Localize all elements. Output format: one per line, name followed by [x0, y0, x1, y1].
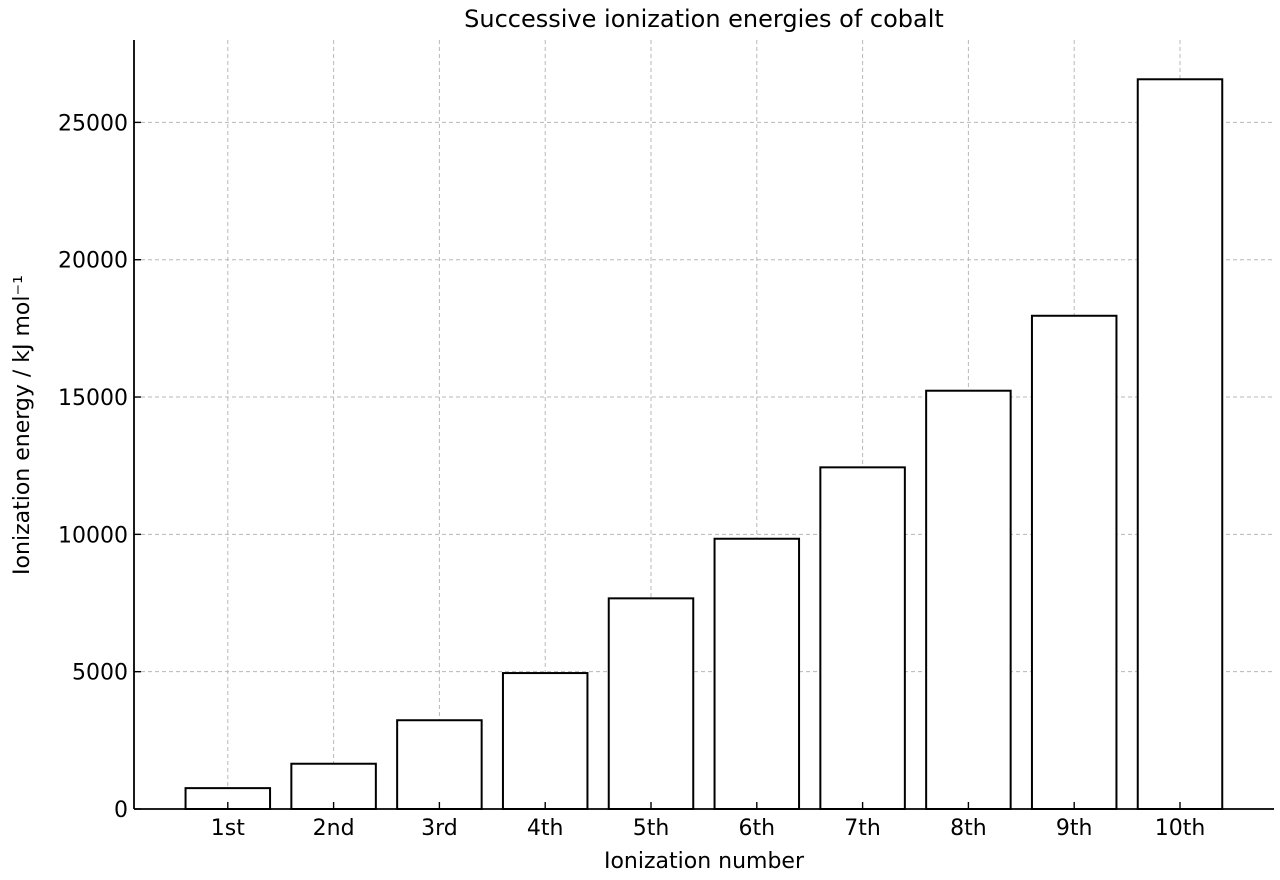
- y-tick-label: 10000: [58, 523, 128, 548]
- bar-4th: [501, 672, 589, 810]
- y-tick-label: 25000: [58, 111, 128, 136]
- bar-5th: [607, 597, 695, 811]
- bar-3rd: [396, 719, 483, 810]
- bar-8th: [925, 389, 1012, 810]
- bar-9th: [1030, 314, 1118, 810]
- axes-layer: [133, 40, 1274, 810]
- y-axis-label: Ionization energy / kJ mol⁻¹: [10, 275, 35, 575]
- x-tick-label: 9th: [1056, 816, 1093, 841]
- y-ticks: 0 5000 10000 15000 20000 25000: [58, 111, 141, 823]
- bars-layer: [184, 78, 1224, 811]
- chart-title: Successive ionization energies of cobalt: [464, 5, 944, 33]
- x-tick-label: 10th: [1155, 816, 1206, 841]
- bar-10th: [1136, 78, 1224, 810]
- x-ticks: 1st 2nd 3rd 4th 5th 6th 7th 8th 9th 10th: [211, 802, 1206, 841]
- x-tick-label: 2nd: [313, 816, 355, 841]
- x-tick-label: 4th: [527, 816, 564, 841]
- bar-7th: [819, 466, 906, 810]
- y-tick-label: 15000: [58, 386, 128, 411]
- x-tick-label: 3rd: [421, 816, 458, 841]
- x-axis-label: Ionization number: [604, 849, 805, 874]
- x-tick-label: 1st: [211, 816, 245, 841]
- x-tick-label: 5th: [633, 816, 670, 841]
- x-tick-label: 6th: [739, 816, 776, 841]
- y-tick-label: 5000: [72, 661, 128, 686]
- y-tick-label: 20000: [58, 249, 128, 274]
- bar-2nd: [290, 762, 377, 810]
- x-tick-label: 7th: [844, 816, 881, 841]
- x-tick-label: 8th: [950, 816, 987, 841]
- y-tick-label: 0: [114, 798, 128, 823]
- bar-6th: [713, 537, 801, 810]
